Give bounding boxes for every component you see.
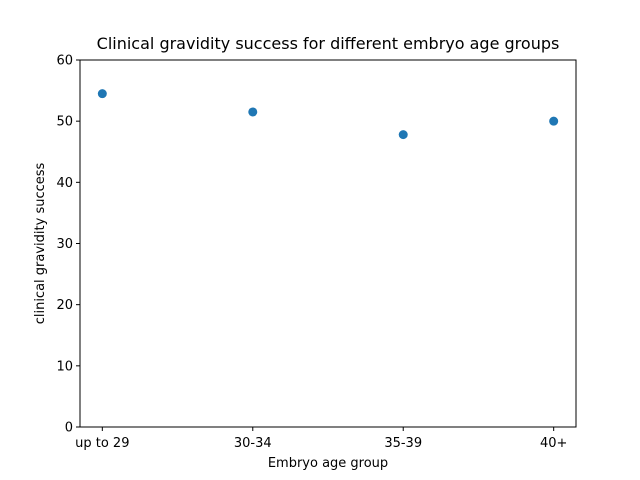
y-tick-label: 0	[65, 421, 73, 436]
y-tick-label: 10	[56, 359, 73, 374]
data-point	[549, 116, 559, 126]
x-tick-label: 40+	[540, 436, 567, 451]
chart-title: Clinical gravidity success for different…	[97, 34, 560, 53]
data-points	[97, 89, 559, 140]
y-axis: 0 10 20 30 40 50 60	[56, 54, 80, 436]
x-axis: up to 29 30-34 35-39 40+	[75, 427, 567, 451]
y-tick-label: 50	[56, 115, 73, 130]
x-tick-label: 35-39	[384, 436, 422, 451]
data-point	[398, 130, 408, 140]
x-tick-label: 30-34	[234, 436, 272, 451]
y-axis-label: clinical gravidity success	[33, 162, 48, 324]
data-point	[248, 107, 258, 117]
plot-area	[79, 59, 577, 428]
y-tick-label: 30	[56, 237, 73, 252]
x-axis-label: Embryo age group	[268, 456, 388, 471]
x-tick-label: up to 29	[75, 436, 129, 451]
data-point	[97, 89, 107, 99]
y-tick-label: 20	[56, 298, 73, 313]
y-tick-label: 40	[56, 176, 73, 191]
y-tick-label: 60	[56, 54, 73, 69]
